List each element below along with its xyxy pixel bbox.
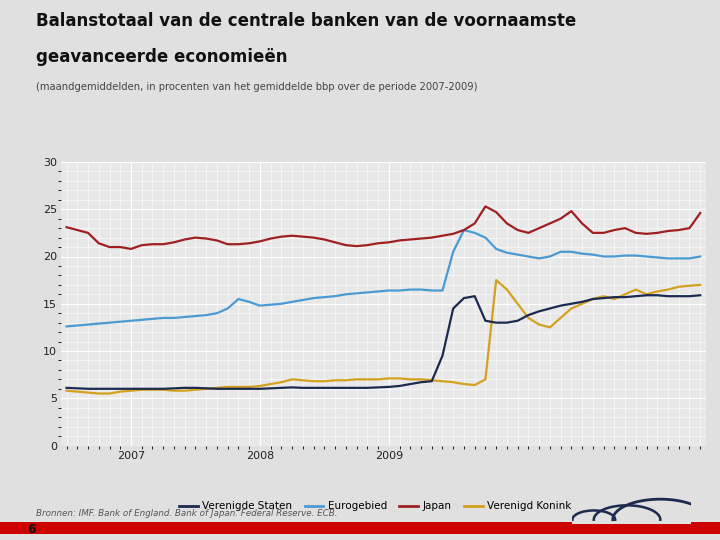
Text: Balanstotaal van de centrale banken van de voornaamste: Balanstotaal van de centrale banken van … <box>36 12 576 30</box>
Text: Bronnen: IMF. Bank of England. Bank of Japan. Federal Reserve. ECB.: Bronnen: IMF. Bank of England. Bank of J… <box>36 509 338 518</box>
Text: 6: 6 <box>27 523 36 536</box>
Text: geavanceerde economieën: geavanceerde economieën <box>36 48 287 65</box>
Legend: Verenigde Staten, Eurogebied, Japan, Verenigd Koninkrijk: Verenigde Staten, Eurogebied, Japan, Ver… <box>175 497 592 515</box>
Text: (maandgemiddelden, in procenten van het gemiddelde bbp over de periode 2007-2009: (maandgemiddelden, in procenten van het … <box>36 82 477 92</box>
